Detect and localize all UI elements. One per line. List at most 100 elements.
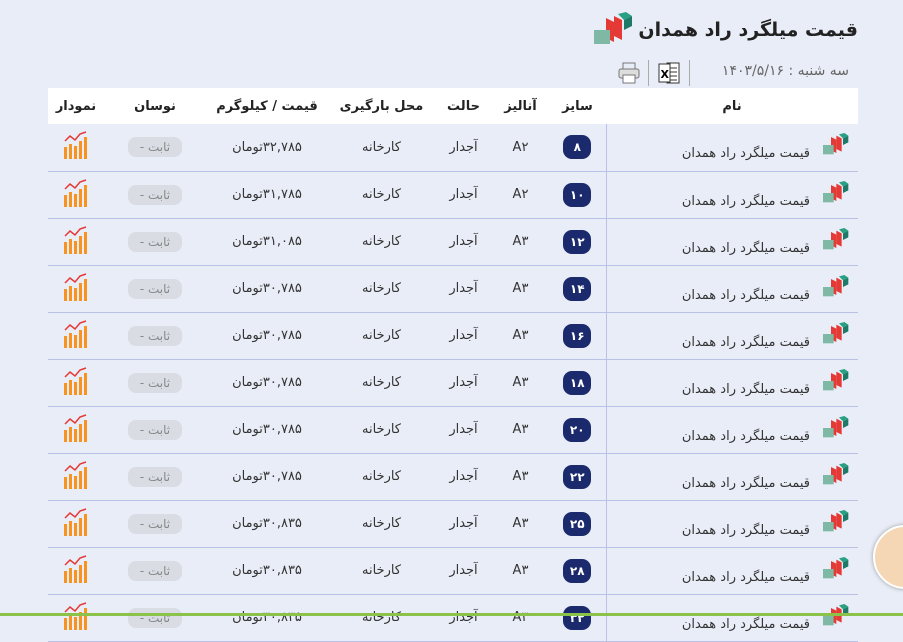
- product-name[interactable]: قیمت میلگرد راد همدان: [681, 522, 810, 538]
- product-name[interactable]: قیمت میلگرد راد همدان: [681, 616, 810, 632]
- cell-chart[interactable]: [48, 406, 104, 453]
- cell-chart[interactable]: [48, 359, 104, 406]
- bar-chart-icon[interactable]: [62, 366, 90, 395]
- table-row[interactable]: قیمت میلگرد راد همدان ۱۰ A۲ آجدار کارخان…: [48, 171, 858, 218]
- col-size: سایز: [562, 98, 593, 114]
- product-name[interactable]: قیمت میلگرد راد همدان: [681, 146, 810, 162]
- product-name[interactable]: قیمت میلگرد راد همدان: [681, 334, 810, 350]
- cell-name: قیمت میلگرد راد همدان: [605, 124, 858, 171]
- cell-chart[interactable]: [48, 594, 104, 641]
- size-badge: ۱۶: [563, 323, 592, 348]
- size-badge: ۲۵: [563, 511, 592, 536]
- table-row[interactable]: قیمت میلگرد راد همدان ۱۸ A۳ آجدار کارخان…: [48, 359, 858, 406]
- cell-place: کارخانه: [361, 234, 401, 249]
- table-row[interactable]: قیمت میلگرد راد همدان ۸ A۲ آجدار کارخانه…: [48, 124, 858, 171]
- size-badge: ۸: [563, 135, 592, 160]
- cell-name: قیمت میلگرد راد همدان: [605, 359, 858, 406]
- table-row[interactable]: قیمت میلگرد راد همدان ۱۲ A۳ آجدار کارخان…: [48, 218, 858, 265]
- cell-chart[interactable]: [48, 500, 104, 547]
- table-row[interactable]: قیمت میلگرد راد همدان ۳۲ A۳ آجدار کارخان…: [48, 594, 858, 641]
- bar-chart-icon[interactable]: [62, 272, 90, 301]
- size-badge: ۲۲: [563, 464, 592, 489]
- product-name[interactable]: قیمت میلگرد راد همدان: [681, 240, 810, 256]
- cell-place: کارخانه: [361, 375, 401, 390]
- table-header: نام سایز آنالیز حالت محل بارگیری قیمت / …: [48, 88, 858, 124]
- product-name[interactable]: قیمت میلگرد راد همدان: [681, 381, 810, 397]
- support-avatar[interactable]: [873, 525, 903, 589]
- toolbar: X: [618, 60, 690, 86]
- cell-chart[interactable]: [48, 171, 104, 218]
- change-badge: ثابت -: [127, 137, 183, 158]
- change-badge: ثابت -: [127, 419, 183, 440]
- cell-price: ۳۰,۷۸۵تومان: [232, 375, 302, 390]
- cell-state: آجدار: [449, 187, 478, 202]
- bar-chart-icon[interactable]: [62, 319, 90, 348]
- cell-price: ۳۲,۷۸۵تومان: [232, 139, 302, 155]
- product-name[interactable]: قیمت میلگرد راد همدان: [681, 475, 810, 491]
- cell-place: کارخانه: [361, 422, 401, 437]
- cell-price: ۳۰,۸۳۵تومان: [232, 610, 302, 625]
- cell-chart[interactable]: [48, 218, 104, 265]
- cell-price: ۳۱,۷۸۵تومان: [232, 187, 302, 202]
- size-badge: ۱۴: [563, 276, 592, 301]
- page-title: قیمت میلگرد راد همدان: [592, 12, 858, 48]
- cell-analysis: A۳: [512, 281, 529, 296]
- cell-change: ثابت -: [104, 453, 206, 500]
- cell-analysis: A۳: [512, 469, 529, 484]
- price-table: نام سایز آنالیز حالت محل بارگیری قیمت / …: [48, 88, 858, 642]
- cell-name: قیمت میلگرد راد همدان: [605, 547, 858, 594]
- cell-chart[interactable]: [48, 547, 104, 594]
- product-name[interactable]: قیمت میلگرد راد همدان: [681, 193, 810, 209]
- change-badge: ثابت -: [127, 278, 183, 299]
- bar-chart-icon[interactable]: [62, 225, 90, 254]
- table-row[interactable]: قیمت میلگرد راد همدان ۲۰ A۳ آجدار کارخان…: [48, 406, 858, 453]
- cell-chart[interactable]: [48, 265, 104, 312]
- svg-text:X: X: [661, 68, 670, 81]
- cell-price: ۳۱,۰۸۵تومان: [232, 234, 302, 249]
- bar-chart-icon[interactable]: [62, 554, 90, 583]
- size-badge: ۱۰: [563, 182, 592, 207]
- cell-chart[interactable]: [48, 124, 104, 171]
- bar-chart-icon[interactable]: [62, 413, 90, 442]
- cell-change: ثابت -: [104, 594, 206, 641]
- cell-analysis: A۲: [512, 139, 529, 155]
- rebar-logo-icon: [823, 180, 849, 202]
- bottom-bar: [0, 613, 903, 616]
- rebar-logo-icon: [823, 415, 849, 437]
- cell-name: قیمت میلگرد راد همدان: [605, 265, 858, 312]
- bar-chart-icon[interactable]: [62, 131, 90, 160]
- bar-chart-icon[interactable]: [62, 178, 90, 207]
- table-row[interactable]: قیمت میلگرد راد همدان ۱۶ A۳ آجدار کارخان…: [48, 312, 858, 359]
- cell-change: ثابت -: [104, 265, 206, 312]
- table-row[interactable]: قیمت میلگرد راد همدان ۲۸ A۳ آجدار کارخان…: [48, 547, 858, 594]
- cell-name: قیمت میلگرد راد همدان: [605, 594, 858, 641]
- table-row[interactable]: قیمت میلگرد راد همدان ۱۴ A۳ آجدار کارخان…: [48, 265, 858, 312]
- rebar-logo-icon: [823, 556, 849, 578]
- product-name[interactable]: قیمت میلگرد راد همدان: [681, 287, 810, 303]
- printer-icon[interactable]: [618, 62, 640, 84]
- cell-chart[interactable]: [48, 453, 104, 500]
- cell-name: قیمت میلگرد راد همدان: [605, 218, 858, 265]
- excel-icon[interactable]: X: [657, 61, 681, 85]
- cell-state: آجدار: [449, 469, 478, 484]
- cell-analysis: A۲: [512, 187, 529, 202]
- cell-change: ثابت -: [104, 359, 206, 406]
- bar-chart-icon[interactable]: [62, 507, 90, 536]
- cell-change: ثابت -: [104, 218, 206, 265]
- cell-place: کارخانه: [361, 328, 401, 343]
- cell-chart[interactable]: [48, 312, 104, 359]
- change-badge: ثابت -: [127, 184, 183, 205]
- product-name[interactable]: قیمت میلگرد راد همدان: [681, 428, 810, 444]
- cell-analysis: A۳: [512, 234, 529, 249]
- cell-analysis: A۳: [512, 516, 529, 531]
- size-badge: ۲۰: [563, 417, 592, 442]
- cell-change: ثابت -: [104, 500, 206, 547]
- change-badge: ثابت -: [127, 372, 183, 393]
- table-row[interactable]: قیمت میلگرد راد همدان ۲۵ A۳ آجدار کارخان…: [48, 500, 858, 547]
- rebar-logo-icon: [594, 12, 633, 44]
- product-name[interactable]: قیمت میلگرد راد همدان: [681, 569, 810, 585]
- bar-chart-icon[interactable]: [62, 460, 90, 489]
- table-row[interactable]: قیمت میلگرد راد همدان ۲۲ A۳ آجدار کارخان…: [48, 453, 858, 500]
- cell-size: ۲۲: [549, 453, 606, 500]
- change-badge: ثابت -: [127, 231, 183, 252]
